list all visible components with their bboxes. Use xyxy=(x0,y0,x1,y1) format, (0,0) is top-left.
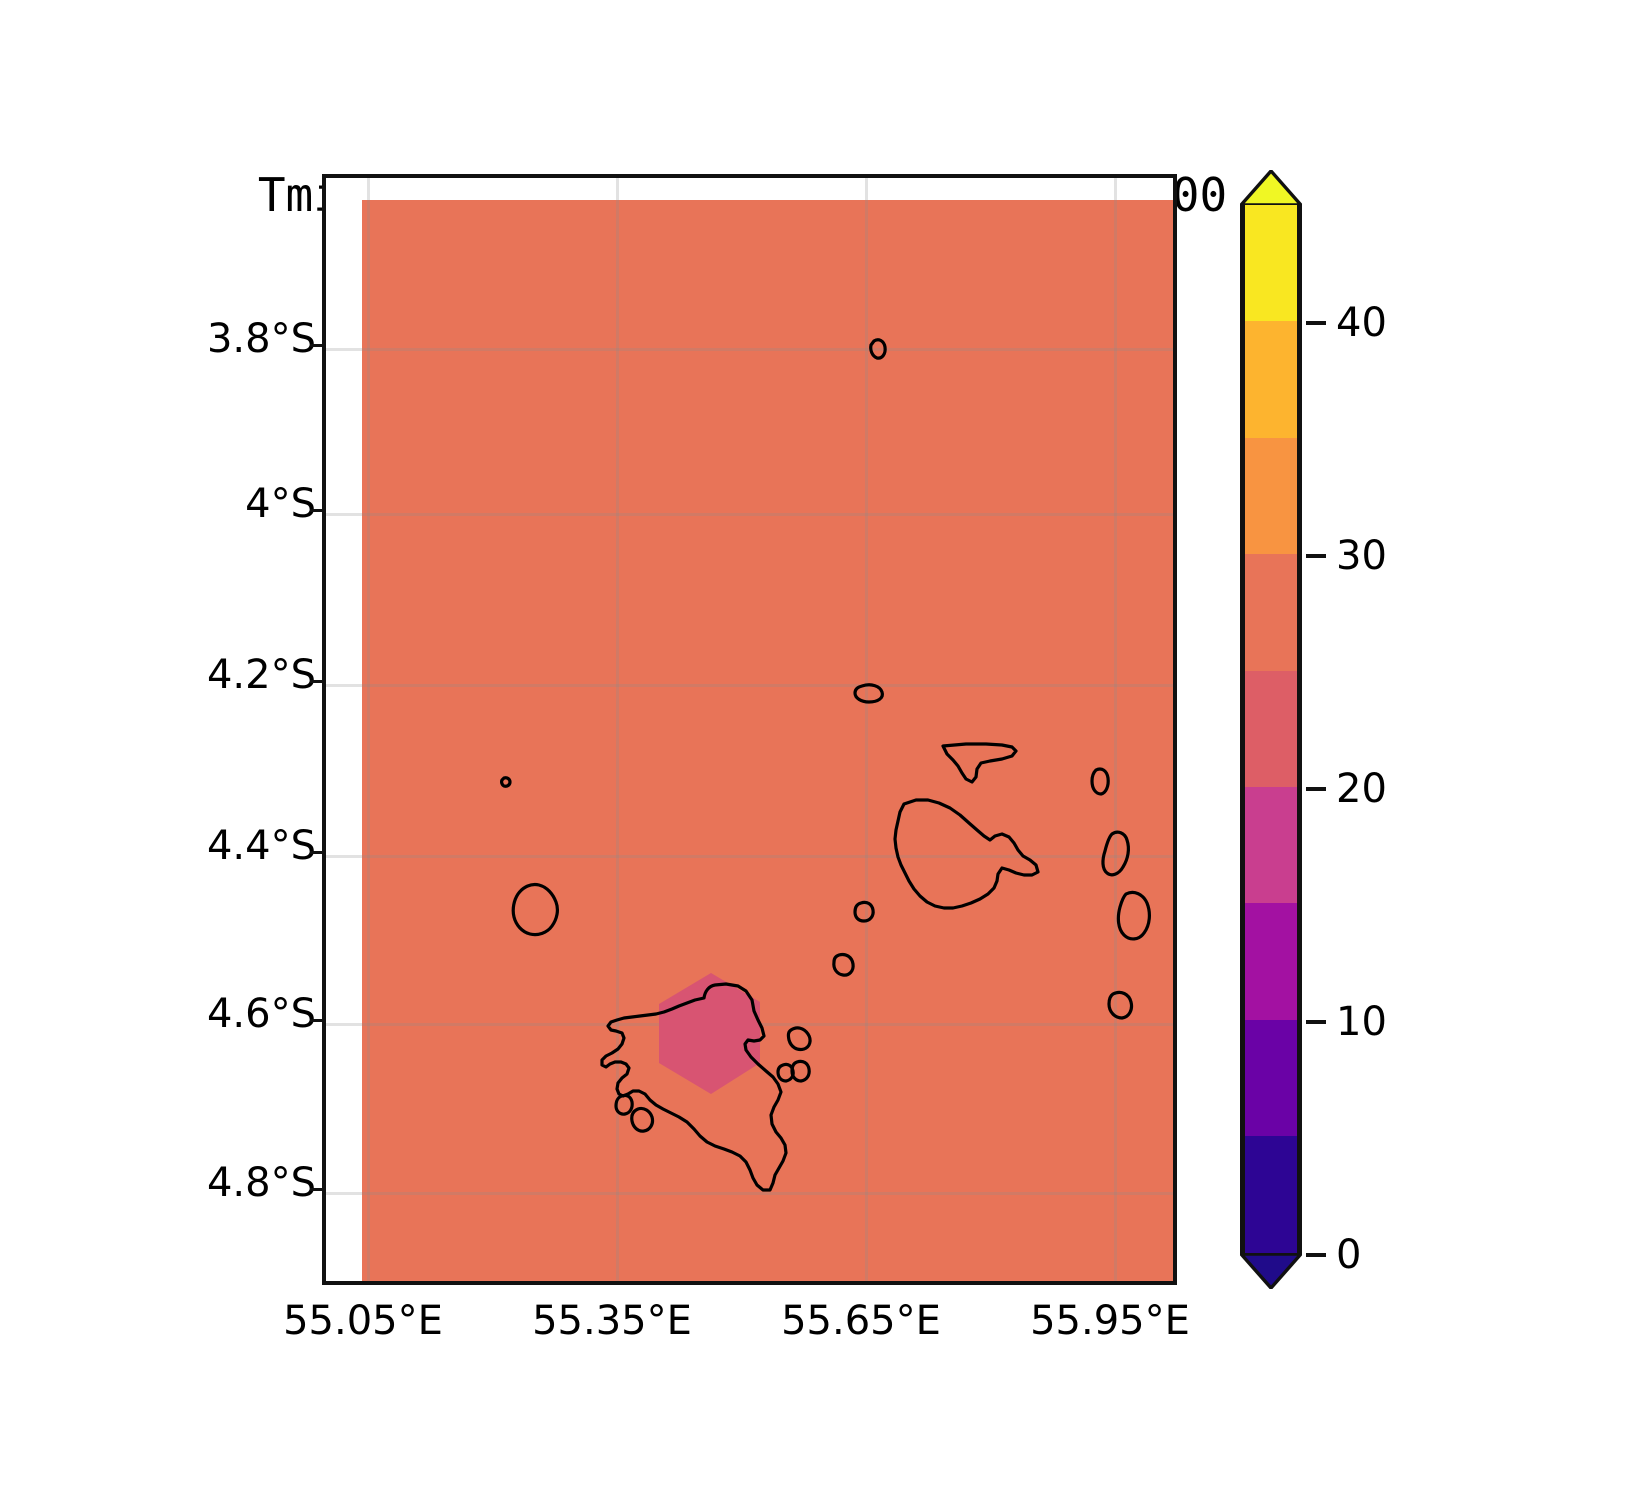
gridline-vertical-55.05E xyxy=(367,178,370,1281)
y-tick-label-3.8S: 3.8°S xyxy=(206,316,316,362)
x-tick-label-55.95E: 55.95°E xyxy=(1030,1298,1190,1344)
colorbar-band-35-40 xyxy=(1240,321,1302,438)
colorbar-band-20-25 xyxy=(1240,670,1302,787)
y-tickmark-4S xyxy=(310,509,324,512)
y-tickmark-4.8S xyxy=(310,1188,324,1191)
gridline-vertical-55.35E xyxy=(616,178,619,1281)
gridline-horizontal-4.8S xyxy=(326,1192,1173,1195)
gridline-horizontal-3.8S xyxy=(326,348,1173,351)
colorbar-tickmark-30 xyxy=(1306,554,1326,558)
coastline-felicite xyxy=(1116,890,1151,941)
colorbar-tick-label-10: 10 xyxy=(1336,999,1387,1045)
coastline-silhouette xyxy=(511,882,559,937)
colorbar-band-40-45 xyxy=(1240,205,1302,322)
coastline-fregate xyxy=(1107,990,1134,1020)
y-tick-label-4.2S: 4.2°S xyxy=(206,652,316,698)
map-axes[interactable] xyxy=(322,174,1177,1285)
colorbar-band-5-10 xyxy=(1240,1019,1302,1137)
colorbar-bands xyxy=(1240,205,1302,1253)
coastline-ste-anne xyxy=(786,1026,812,1052)
y-tick-label-4.8S: 4.8°S xyxy=(206,1160,316,1206)
colorbar-tickmark-40 xyxy=(1306,321,1326,325)
y-tick-label-4.4S: 4.4°S xyxy=(206,823,316,869)
colorbar-band-15-20 xyxy=(1240,787,1302,904)
coastline-curieuse xyxy=(941,742,1018,784)
coastline-layer xyxy=(500,338,1151,1192)
coastline-conception-islet xyxy=(630,1106,655,1133)
colorbar-tick-label-20: 20 xyxy=(1336,766,1387,812)
coastline-aride xyxy=(853,683,884,704)
y-tickmark-4.6S xyxy=(310,1019,324,1022)
x-tick-label-55.05E: 55.05°E xyxy=(283,1298,443,1344)
colorbar-tickmark-0 xyxy=(1306,1253,1326,1257)
y-tickmark-3.8S xyxy=(310,344,324,347)
coastline-north-small-islet xyxy=(869,338,887,360)
colorbar-tick-label-0: 0 xyxy=(1336,1232,1362,1278)
colorbar-extend-top-arrow xyxy=(1240,170,1302,206)
colorbar[interactable]: 40 30 20 10 0 xyxy=(1240,170,1387,1289)
colorbar-band-10-15 xyxy=(1240,903,1302,1020)
temperature-field-raster xyxy=(362,200,1173,1281)
x-tick-label-55.65E: 55.65°E xyxy=(781,1298,941,1344)
colorbar-band-0-5 xyxy=(1240,1136,1302,1253)
coastline-mahe xyxy=(600,982,788,1192)
y-tick-label-4S: 4°S xyxy=(245,481,316,527)
coastline-marianne xyxy=(1090,767,1110,796)
coastline-therese-islet xyxy=(614,1093,634,1116)
colorbar-tickmark-20 xyxy=(1306,787,1326,791)
colorbar-band-25-30 xyxy=(1240,554,1302,671)
x-tick-label-55.35E: 55.35°E xyxy=(532,1298,692,1344)
axes-inner xyxy=(326,178,1173,1281)
colorbar-extend-bottom-arrow xyxy=(1240,1253,1302,1289)
colorbar-tickmark-10 xyxy=(1306,1020,1326,1024)
gridline-horizontal-4.2S xyxy=(326,684,1173,687)
gridline-horizontal-4S xyxy=(326,513,1173,516)
y-tick-label-4.6S: 4.6°S xyxy=(206,991,316,1037)
colorbar-tick-label-40: 40 xyxy=(1336,300,1387,346)
colorbar-tick-label-30: 30 xyxy=(1336,533,1387,579)
y-tickmark-4.2S xyxy=(310,680,324,683)
coastline-praslin xyxy=(893,798,1040,910)
colorbar-band-30-35 xyxy=(1240,437,1302,555)
coastline-la-digue xyxy=(1101,830,1130,877)
gridline-vertical-55.95E xyxy=(1114,178,1117,1281)
coastline-cerf-islet-2 xyxy=(790,1059,811,1083)
coastline-islet-sw-praslin xyxy=(853,900,875,923)
gridline-horizontal-4.4S xyxy=(326,855,1173,858)
coastline-north-island xyxy=(500,776,512,788)
y-tickmark-4.4S xyxy=(310,851,324,854)
gridline-vertical-55.65E xyxy=(865,178,868,1281)
coastline-islet-sw-praslin-2 xyxy=(832,952,855,977)
